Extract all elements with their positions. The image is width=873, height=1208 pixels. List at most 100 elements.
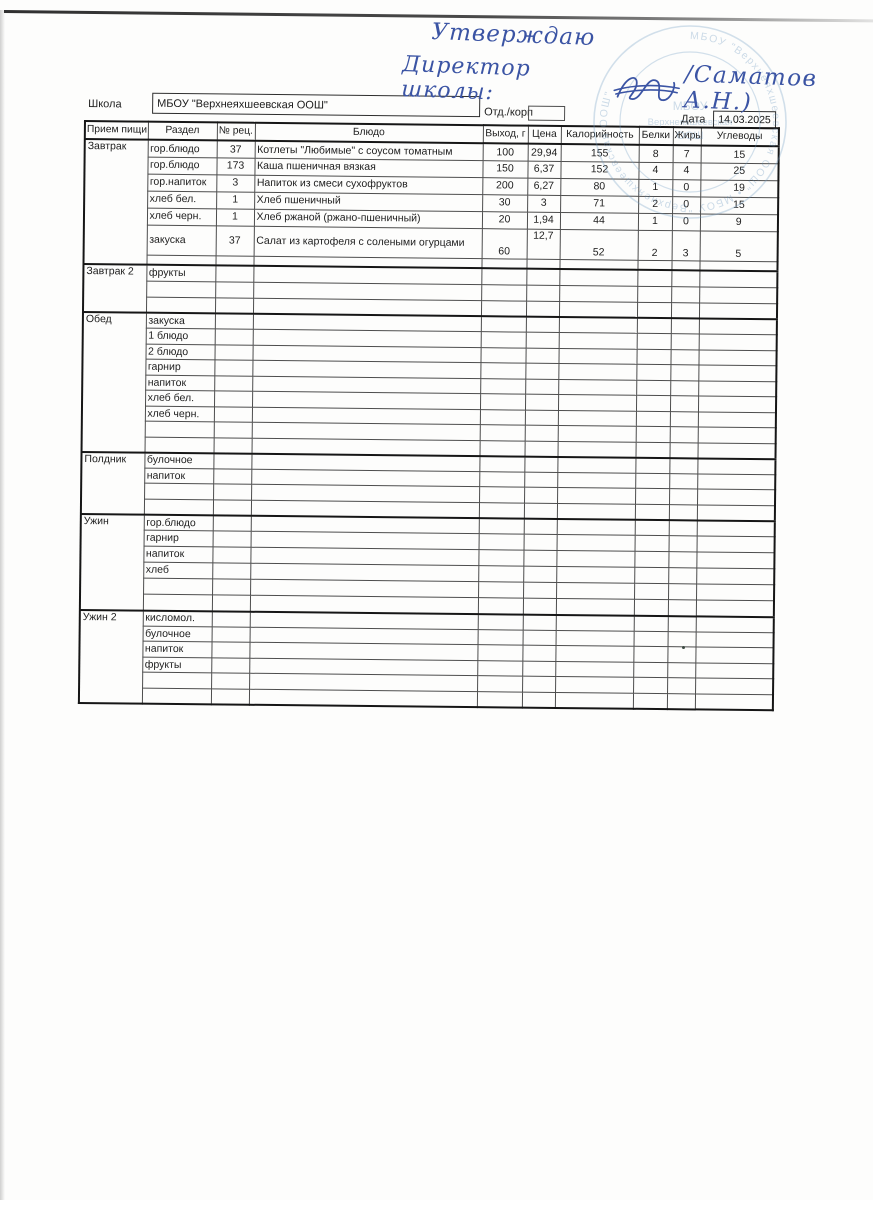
cell-carb: 9	[699, 213, 779, 232]
cell-price	[525, 332, 559, 348]
cell-fat	[666, 693, 696, 709]
cell-out	[477, 613, 523, 630]
cell-cal	[559, 268, 638, 286]
cell-fat	[670, 302, 700, 319]
cell-out	[477, 644, 523, 661]
cell-prot	[637, 285, 672, 303]
cell-razdel: фрукты	[146, 264, 216, 282]
cell-price: 12,7	[526, 228, 560, 259]
cell-price: 29,94	[527, 143, 561, 161]
cell-prot: 8	[638, 144, 673, 163]
cell-carb: 5	[699, 230, 778, 262]
cell-num	[213, 468, 252, 485]
cell-num	[211, 626, 250, 643]
cell-cal: 155	[560, 143, 639, 162]
cell-prot	[636, 379, 671, 396]
cell-cal	[558, 300, 638, 318]
cell-carb	[694, 693, 774, 710]
cell-num	[212, 514, 251, 532]
cell-razdel: булочное	[142, 625, 212, 642]
cell-razdel: закуска	[145, 312, 215, 329]
cell-prot	[636, 364, 671, 381]
cell-out	[479, 409, 525, 426]
cell-carb	[695, 615, 774, 633]
cell-fat	[668, 583, 697, 600]
cell-num	[215, 255, 254, 266]
cell-cal	[556, 582, 635, 600]
cell-num	[212, 562, 251, 580]
column-header: Углеводы	[700, 127, 779, 147]
cell-razdel: фрукты	[142, 656, 212, 673]
cell-razdel: напиток	[144, 467, 214, 484]
cell-fat	[667, 646, 696, 663]
cell-price	[523, 582, 557, 599]
cell-num	[212, 578, 251, 596]
cell-razdel: хлеб черн.	[146, 207, 217, 226]
cell-carb	[698, 364, 777, 382]
cell-cal	[555, 676, 634, 693]
cell-num	[211, 641, 250, 658]
meal-cell: Завтрак 2	[82, 264, 147, 313]
cell-carb	[698, 349, 777, 366]
cell-razdel	[144, 436, 214, 453]
cell-razdel: хлеб бел.	[147, 190, 217, 209]
meal-section: Завтрак 2 фрукты	[82, 264, 778, 320]
column-header: Белки	[638, 126, 673, 146]
cell-razdel: хлеб черн.	[144, 405, 215, 422]
cell-cal	[558, 316, 637, 334]
cell-out: 60	[481, 228, 527, 259]
cell-price	[526, 268, 560, 285]
cell-price	[522, 660, 556, 677]
cell-cal	[559, 284, 638, 302]
cell-carb: 15	[700, 145, 779, 164]
cell-cal	[557, 440, 636, 458]
cell-cal	[557, 425, 636, 442]
cell-dish: Салат из картофеля с солеными огурцами	[253, 225, 482, 259]
cell-prot	[632, 692, 668, 709]
cell-cal	[555, 598, 635, 616]
cell-price: 1,94	[526, 211, 561, 229]
cell-out	[481, 268, 527, 285]
cell-cal: 80	[560, 177, 639, 196]
cell-out	[480, 300, 527, 317]
meal-cell: Ужин	[79, 513, 144, 611]
cell-fat	[669, 411, 698, 427]
cell-out	[478, 581, 524, 599]
meal-cell: Полдник	[80, 451, 145, 515]
meal-section: Ужин гор.блюдо гарнир напиток хлеб	[79, 513, 775, 617]
cell-razdel: гор.блюдо	[143, 514, 213, 531]
cell-out	[477, 597, 524, 615]
cell-cal	[558, 347, 637, 365]
cell-out: 150	[482, 160, 528, 178]
cell-out	[480, 378, 526, 395]
cell-price	[526, 284, 560, 301]
cell-num	[214, 313, 253, 330]
cell-out	[476, 691, 523, 708]
cell-num	[214, 344, 253, 361]
column-header: Раздел	[147, 121, 217, 141]
cell-razdel: хлеб	[143, 562, 213, 579]
column-header: Прием пищи	[84, 121, 148, 140]
date-label: Дата	[680, 113, 706, 126]
cell-price	[522, 676, 556, 692]
cell-prot: 2	[637, 229, 672, 261]
cell-prot: 4	[638, 161, 673, 180]
cell-num	[213, 483, 252, 500]
meal-section: Полдник булочное напиток	[80, 451, 776, 521]
cell-carb: 19	[700, 179, 779, 198]
cell-cal	[557, 471, 636, 489]
cell-num: 37	[215, 225, 254, 256]
cell-price	[525, 363, 559, 379]
cell-razdel: 2 блюдо	[145, 343, 215, 360]
cell-carb	[697, 411, 776, 428]
column-header: Жиры	[672, 127, 701, 146]
cell-cal	[556, 534, 635, 552]
cell-fat	[669, 426, 698, 443]
cell-cal	[556, 518, 635, 536]
cell-num	[214, 359, 253, 376]
cell-prot	[633, 646, 668, 663]
cell-out	[480, 331, 526, 348]
cell-fat	[668, 567, 697, 584]
